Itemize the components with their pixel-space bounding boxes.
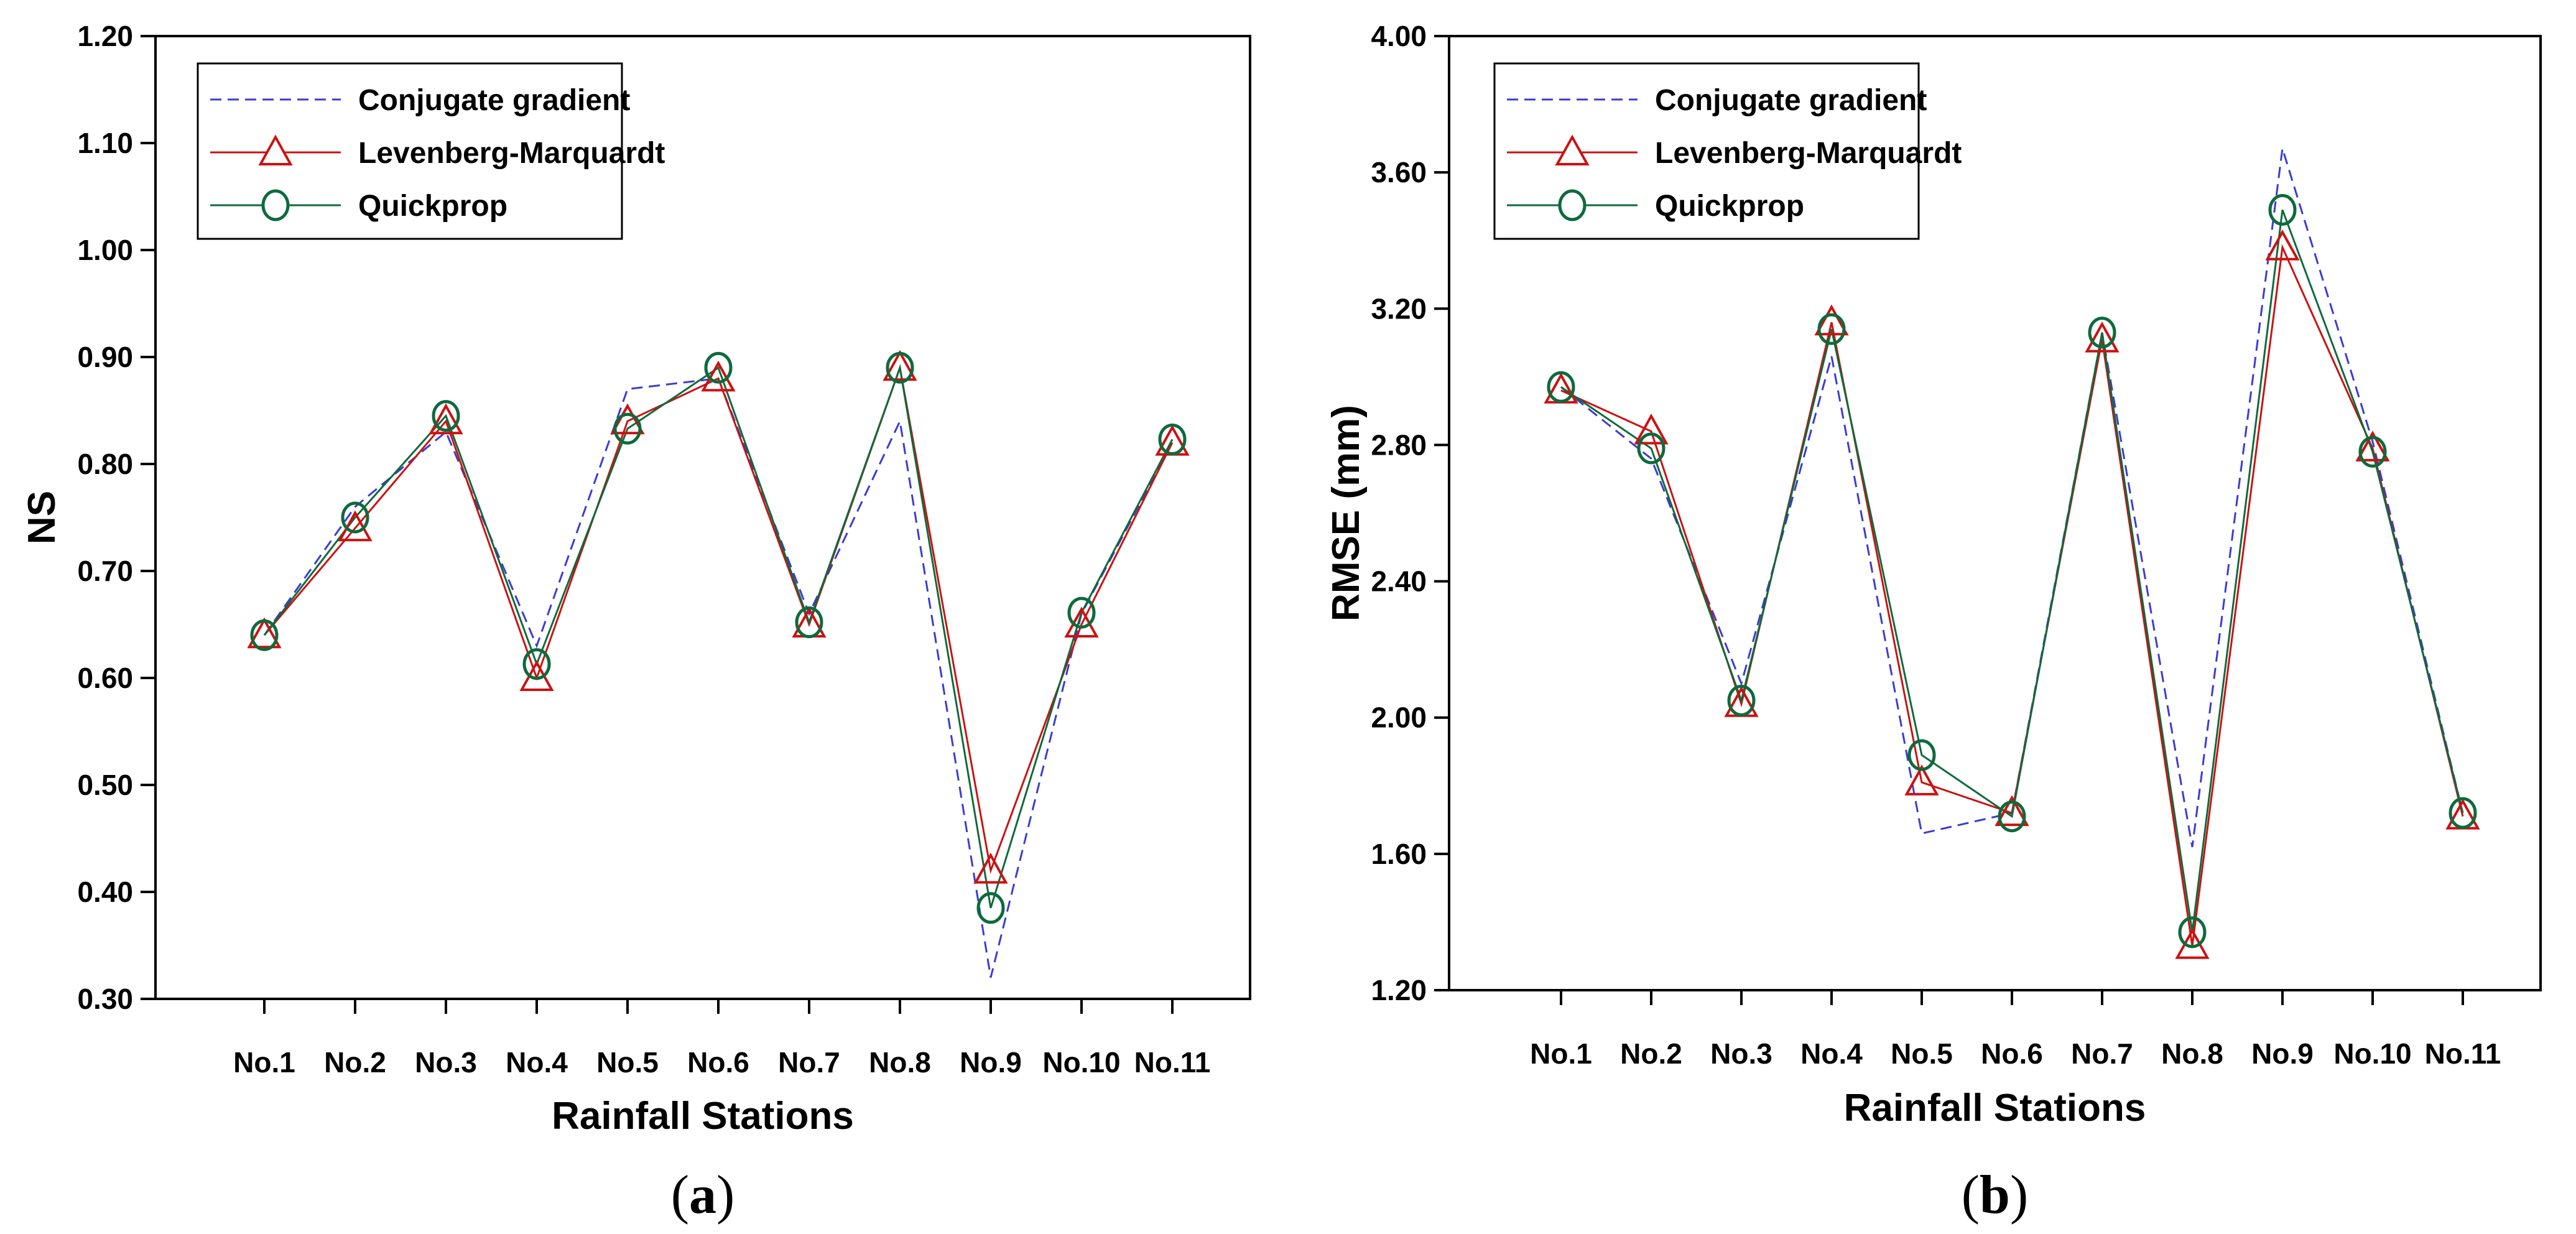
x-tick-label: No.10: [1042, 1046, 1120, 1079]
marker-triangle: [247, 617, 282, 649]
marker-triangle: [1904, 764, 1939, 796]
marker-circle: [1907, 739, 1936, 771]
y-tick-label: 3.20: [1371, 292, 1427, 325]
legend-marker-circle: [261, 189, 290, 221]
x-tick-label: No.4: [1800, 1037, 1863, 1070]
series-line-quickprop: [263, 364, 1174, 909]
marker-circle: [341, 501, 369, 534]
marker-triangle: [1634, 413, 1669, 445]
x-tick-label: No.5: [596, 1046, 659, 1079]
marker-circle: [2178, 916, 2207, 949]
marker-circle: [2088, 317, 2116, 349]
panel-caption: (b): [1962, 1165, 2029, 1225]
legend-marker-triangle: [1555, 134, 1590, 166]
marker-circle: [250, 619, 279, 651]
legend-label: Levenberg-Marquardt: [1655, 137, 1962, 170]
marker-triangle: [1814, 304, 1849, 336]
marker-circle: [522, 648, 551, 680]
x-tick-label: No.3: [415, 1046, 477, 1079]
x-tick-label: No.2: [324, 1046, 386, 1079]
marker-triangle: [2265, 230, 2300, 261]
marker-circle: [613, 412, 642, 445]
marker-circle: [795, 606, 823, 639]
x-tick-label: No.8: [869, 1046, 931, 1079]
marker-triangle: [338, 510, 373, 542]
marker-circle: [2358, 435, 2387, 468]
marker-circle: [2449, 797, 2477, 829]
marker-triangle: [883, 350, 917, 381]
series-line-levenberg-marquardt: [263, 364, 1174, 874]
x-tick-label: No.11: [1134, 1046, 1211, 1079]
legend-label: Quickprop: [358, 190, 507, 223]
x-tick-label: No.11: [2425, 1037, 2501, 1070]
marker-circle: [1727, 684, 1756, 717]
marker-circle: [1067, 596, 1096, 629]
y-tick-label: 1.20: [1371, 974, 1427, 1006]
x-tick-label: No.9: [960, 1046, 1022, 1079]
y-axis-title: NS: [21, 491, 63, 544]
y-tick-label: 0.50: [77, 769, 133, 801]
x-tick-label: No.1: [1530, 1037, 1592, 1070]
legend-marker-triangle: [258, 134, 293, 166]
marker-triangle: [1995, 795, 2029, 827]
x-tick-label: No.3: [1710, 1037, 1772, 1070]
y-tick-label: 0.60: [77, 662, 133, 694]
y-tick-label: 3.60: [1371, 156, 1427, 188]
y-tick-label: 2.00: [1371, 702, 1427, 734]
marker-circle: [432, 400, 460, 432]
y-tick-label: 0.80: [77, 448, 133, 480]
legend-label: Quickprop: [1655, 190, 1804, 223]
marker-triangle: [973, 852, 1008, 884]
marker-circle: [886, 351, 914, 384]
x-tick-label: No.4: [506, 1046, 568, 1079]
y-tick-label: 0.70: [77, 555, 133, 587]
plot-frame: [154, 35, 1251, 1000]
y-tick-label: 1.60: [1371, 838, 1427, 870]
y-tick-label: 1.20: [77, 20, 133, 52]
legend-label: Conjugate gradient: [1655, 84, 1927, 117]
marker-circle: [1998, 800, 2026, 833]
y-tick-label: 4.00: [1371, 20, 1427, 52]
y-tick-label: 0.30: [77, 983, 133, 1015]
x-tick-label: No.7: [2071, 1037, 2133, 1070]
marker-circle: [1158, 423, 1187, 455]
y-axis-title: RMSE (mm): [1325, 405, 1368, 621]
marker-circle: [1547, 371, 1575, 403]
x-tick-label: No.10: [2333, 1037, 2411, 1070]
x-tick-label: No.7: [778, 1046, 840, 1079]
x-tick-label: No.2: [1620, 1037, 1682, 1070]
plot-frame: [1448, 35, 2542, 991]
marker-triangle: [429, 403, 463, 435]
marker-triangle: [701, 360, 736, 392]
x-axis-title: Rainfall Stations: [552, 1095, 854, 1138]
y-tick-label: 1.10: [77, 127, 133, 159]
x-tick-label: No.8: [2161, 1037, 2223, 1070]
x-axis-title: Rainfall Stations: [1844, 1087, 2146, 1130]
panel-caption: (a): [671, 1165, 735, 1225]
y-tick-label: 0.40: [77, 876, 133, 908]
marker-circle: [704, 351, 733, 384]
legend-marker-circle: [1558, 189, 1587, 221]
x-tick-label: No.6: [687, 1046, 749, 1079]
y-tick-label: 2.80: [1371, 429, 1427, 461]
y-tick-label: 2.40: [1371, 565, 1427, 598]
panel-a: 0.30 0.40 0.50 0.60 0.70 0.80 0.90 1.00 1.10 1.20…: [21, 20, 1251, 1225]
marker-circle: [2268, 193, 2297, 226]
marker-circle: [976, 892, 1005, 924]
series-line-quickprop: [1560, 209, 2464, 933]
marker-triangle: [2085, 321, 2120, 353]
x-tick-label: No.6: [1981, 1037, 2043, 1070]
x-tick-label: No.9: [2251, 1037, 2314, 1070]
legend-label: Levenberg-Marquardt: [358, 137, 665, 170]
marker-circle: [1817, 313, 1846, 345]
x-tick-label: No.1: [233, 1046, 295, 1079]
y-tick-label: 0.90: [77, 341, 133, 373]
panel-b: 1.20 1.60 2.00 2.40 2.80 3.20 3.60 4.00 No.1 No.2…: [1325, 20, 2542, 1225]
marker-triangle: [2355, 430, 2390, 462]
legend-label: Conjugate gradient: [358, 84, 630, 117]
x-tick-label: No.5: [1891, 1037, 1953, 1070]
y-tick-label: 1.00: [77, 234, 133, 266]
marker-circle: [1637, 432, 1666, 465]
